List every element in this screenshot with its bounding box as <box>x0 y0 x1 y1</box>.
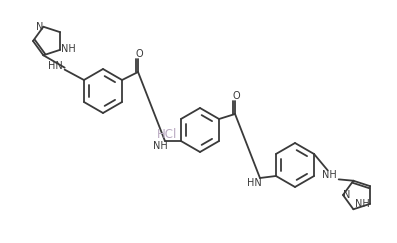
Text: O: O <box>232 91 240 101</box>
Text: NH: NH <box>152 141 167 151</box>
Text: HN: HN <box>247 178 261 188</box>
Text: O: O <box>135 49 143 59</box>
Text: NH: NH <box>61 44 75 54</box>
Text: N: N <box>36 22 43 32</box>
Text: NH: NH <box>322 170 337 180</box>
Text: N: N <box>343 190 351 200</box>
Text: HN: HN <box>48 61 63 71</box>
Text: NH: NH <box>355 199 370 209</box>
Text: HCl: HCl <box>157 129 177 141</box>
